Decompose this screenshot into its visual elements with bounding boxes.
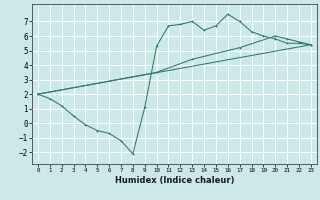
X-axis label: Humidex (Indice chaleur): Humidex (Indice chaleur) bbox=[115, 176, 234, 185]
